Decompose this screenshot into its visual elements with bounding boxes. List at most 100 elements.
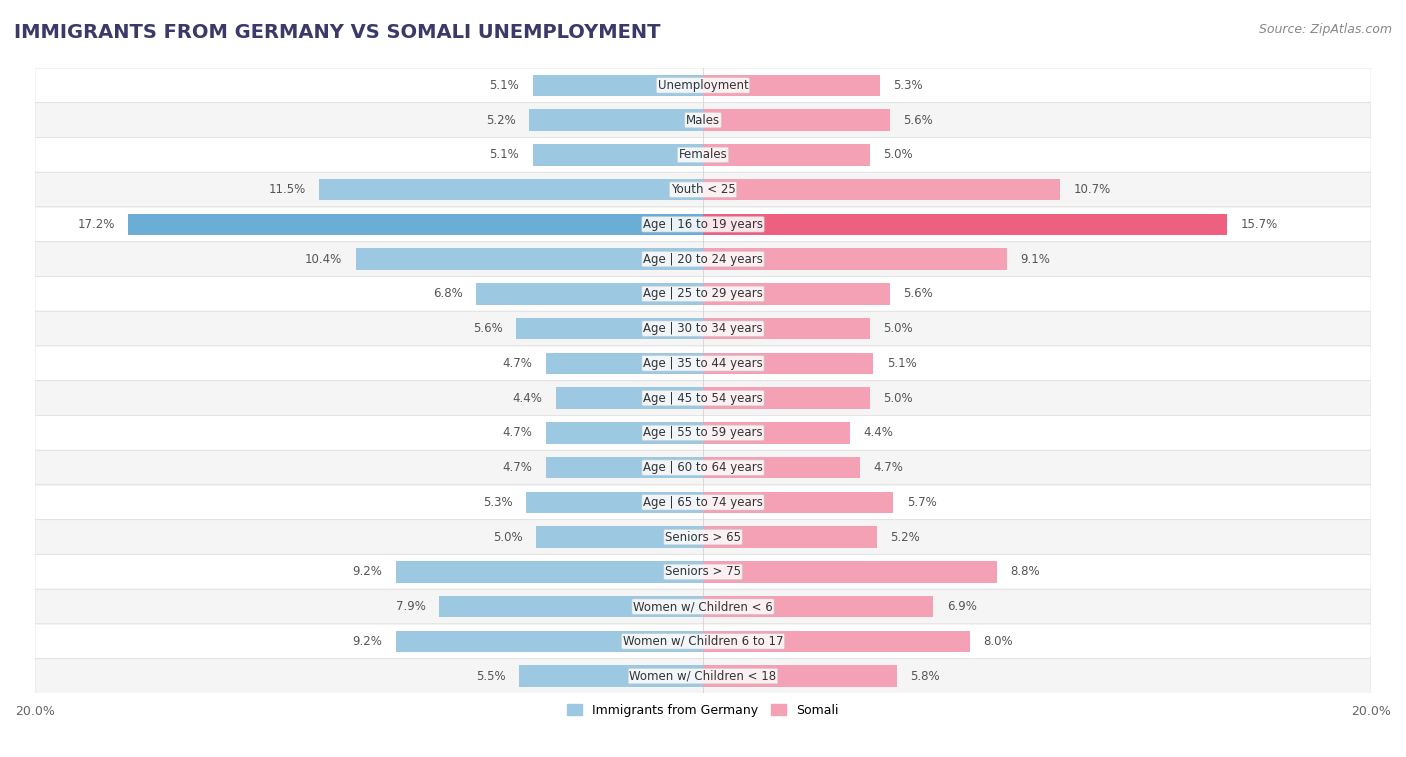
FancyBboxPatch shape [35,416,1371,450]
FancyBboxPatch shape [35,207,1371,241]
Text: 5.1%: 5.1% [489,148,519,161]
Text: Females: Females [679,148,727,161]
Bar [319,179,703,201]
Text: 5.2%: 5.2% [890,531,920,544]
FancyBboxPatch shape [35,659,1371,693]
FancyBboxPatch shape [35,589,1371,624]
Bar [703,665,897,687]
Text: Age | 25 to 29 years: Age | 25 to 29 years [643,288,763,301]
Bar [703,491,893,513]
Text: 5.6%: 5.6% [904,114,934,126]
Text: 5.0%: 5.0% [494,531,523,544]
Text: 7.9%: 7.9% [396,600,426,613]
Text: Males: Males [686,114,720,126]
FancyBboxPatch shape [35,450,1371,485]
Bar [526,491,703,513]
FancyBboxPatch shape [35,68,1371,103]
Text: 5.5%: 5.5% [477,670,506,683]
Text: 9.2%: 9.2% [353,565,382,578]
Bar [703,283,890,304]
Text: 5.0%: 5.0% [883,322,912,335]
Bar [703,526,877,548]
Text: 17.2%: 17.2% [77,218,115,231]
Text: Source: ZipAtlas.com: Source: ZipAtlas.com [1258,23,1392,36]
Text: Age | 55 to 59 years: Age | 55 to 59 years [643,426,763,439]
Text: 11.5%: 11.5% [269,183,305,196]
Text: 5.6%: 5.6% [904,288,934,301]
Bar [475,283,703,304]
FancyBboxPatch shape [35,173,1371,207]
Bar [703,353,873,374]
Text: 10.4%: 10.4% [305,253,342,266]
Bar [128,213,703,235]
Bar [703,109,890,131]
Text: 4.7%: 4.7% [873,461,903,474]
Text: Age | 20 to 24 years: Age | 20 to 24 years [643,253,763,266]
Text: Age | 45 to 54 years: Age | 45 to 54 years [643,391,763,404]
Text: 6.9%: 6.9% [946,600,977,613]
Text: Age | 60 to 64 years: Age | 60 to 64 years [643,461,763,474]
Text: Age | 35 to 44 years: Age | 35 to 44 years [643,357,763,370]
Text: 5.7%: 5.7% [907,496,936,509]
Bar [395,561,703,583]
FancyBboxPatch shape [35,554,1371,589]
Bar [703,561,997,583]
FancyBboxPatch shape [35,485,1371,520]
Text: Age | 65 to 74 years: Age | 65 to 74 years [643,496,763,509]
Text: 15.7%: 15.7% [1240,218,1278,231]
Text: Unemployment: Unemployment [658,79,748,92]
Bar [356,248,703,270]
Bar [703,631,970,652]
Text: 5.8%: 5.8% [910,670,939,683]
Text: 4.7%: 4.7% [503,426,533,439]
Bar [546,456,703,478]
Text: 8.8%: 8.8% [1011,565,1040,578]
Text: Youth < 25: Youth < 25 [671,183,735,196]
FancyBboxPatch shape [35,346,1371,381]
Text: Age | 30 to 34 years: Age | 30 to 34 years [643,322,763,335]
Text: 5.1%: 5.1% [489,79,519,92]
Bar [529,109,703,131]
FancyBboxPatch shape [35,138,1371,173]
Text: 4.7%: 4.7% [503,357,533,370]
Text: 4.4%: 4.4% [513,391,543,404]
FancyBboxPatch shape [35,311,1371,346]
Bar [703,248,1007,270]
Bar [703,179,1060,201]
Text: 4.7%: 4.7% [503,461,533,474]
Bar [703,75,880,96]
Bar [536,526,703,548]
FancyBboxPatch shape [35,103,1371,138]
FancyBboxPatch shape [35,381,1371,416]
Text: Seniors > 65: Seniors > 65 [665,531,741,544]
Bar [703,144,870,166]
Text: 10.7%: 10.7% [1074,183,1111,196]
FancyBboxPatch shape [35,241,1371,276]
Text: 5.2%: 5.2% [486,114,516,126]
Bar [703,596,934,618]
Bar [703,388,870,409]
Text: Women w/ Children < 6: Women w/ Children < 6 [633,600,773,613]
Text: Seniors > 75: Seniors > 75 [665,565,741,578]
Bar [703,318,870,339]
Text: 5.0%: 5.0% [883,391,912,404]
Text: Age | 16 to 19 years: Age | 16 to 19 years [643,218,763,231]
Text: 5.3%: 5.3% [484,496,513,509]
Text: 5.6%: 5.6% [472,322,502,335]
Bar [703,213,1227,235]
FancyBboxPatch shape [35,624,1371,659]
Bar [703,422,851,444]
Bar [546,353,703,374]
Text: 9.2%: 9.2% [353,635,382,648]
Bar [703,456,860,478]
Text: 5.0%: 5.0% [883,148,912,161]
Text: 8.0%: 8.0% [984,635,1014,648]
Bar [395,631,703,652]
Text: Women w/ Children < 18: Women w/ Children < 18 [630,670,776,683]
Bar [555,388,703,409]
FancyBboxPatch shape [35,276,1371,311]
FancyBboxPatch shape [35,520,1371,554]
Bar [533,144,703,166]
Text: 5.3%: 5.3% [893,79,922,92]
Bar [439,596,703,618]
